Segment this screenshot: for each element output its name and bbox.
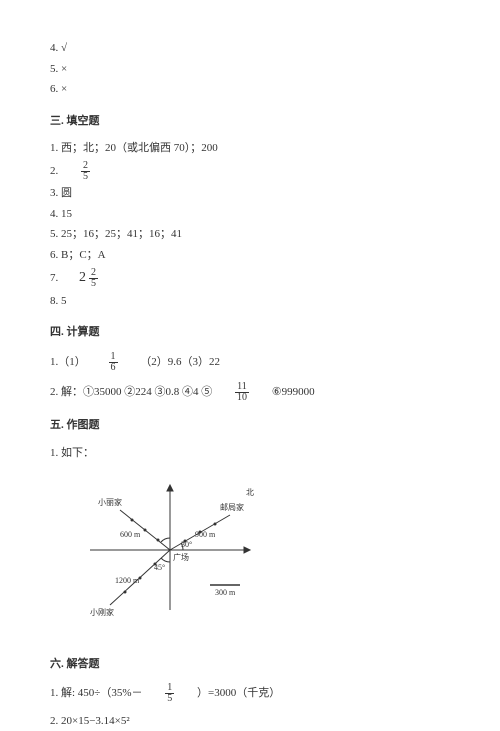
- diagram-label-topright: 邮局家: [220, 502, 244, 512]
- s6-q2: 2. 20×15−3.14×5²: [50, 713, 450, 731]
- s4-q1-fraction: 1 6: [109, 352, 118, 373]
- s5-q1: 1. 如下：: [50, 445, 450, 463]
- diagram-dist-600: 600 m: [120, 530, 141, 539]
- diagram-dist-1200: 1200 m: [115, 576, 140, 585]
- s3-q1: 1. 西；北；20（或北偏西 70）；200: [50, 140, 450, 158]
- s3-q2-prefix: 2.: [50, 165, 58, 177]
- answer-5: 5. ×: [50, 61, 450, 79]
- fraction-denominator: 5: [81, 172, 90, 182]
- direction-diagram: 小丽家 邮局家 小刚家 广场 600 m 900 m 1200 m 300 m …: [70, 475, 270, 625]
- diagram-angle-45: 45°: [154, 563, 165, 572]
- s4-q1-mid: （2）9.6（3）22: [140, 356, 220, 368]
- answer-4: 4. √: [50, 40, 450, 58]
- s3-q7-mixed-number: 2 2 5: [79, 267, 100, 289]
- answer-6: 6. ×: [50, 81, 450, 99]
- diagram-scale: 300 m: [215, 588, 236, 597]
- diagram-angle-30: 30°: [181, 540, 192, 549]
- section-5-title: 五. 作图题: [50, 417, 450, 435]
- mixed-whole: 2: [79, 267, 86, 289]
- s3-q2: 2. 2 5: [50, 161, 450, 182]
- section-6-title: 六. 解答题: [50, 656, 450, 674]
- fraction-denominator: 5: [89, 279, 98, 289]
- s4-q1-prefix: 1.（1）: [50, 356, 86, 368]
- s4-q2-fraction: 11 10: [235, 382, 249, 403]
- s3-q2-fraction: 2 5: [81, 161, 90, 182]
- s6-q1-fraction: 1 5: [165, 683, 174, 704]
- s3-q8: 8. 5: [50, 293, 450, 311]
- s4-q2-suffix: ⑥999000: [272, 386, 315, 398]
- section-4-title: 四. 计算题: [50, 324, 450, 342]
- diagram-dist-900: 900 m: [195, 530, 216, 539]
- fraction-denominator: 5: [165, 694, 174, 704]
- s6-q1-prefix: 1. 解: 450÷（35%－: [50, 687, 143, 699]
- diagram-label-topleft: 小丽家: [98, 497, 122, 507]
- s3-q3: 3. 圆: [50, 185, 450, 203]
- s4-q2-prefix: 2. 解：①35000 ②224 ③0.8 ④4 ⑤: [50, 386, 212, 398]
- mixed-fraction: 2 5: [89, 268, 98, 289]
- s4-q1: 1.（1） 1 6 （2）9.6（3）22: [50, 352, 450, 373]
- fraction-denominator: 10: [235, 393, 249, 403]
- diagram-label-bottomleft: 小刚家: [90, 607, 114, 617]
- s6-q1-suffix: ）=3000（千克）: [197, 687, 280, 699]
- s3-q7-prefix: 7.: [50, 272, 58, 284]
- diagram-label-center: 广场: [173, 552, 189, 562]
- s3-q7: 7. 2 2 5: [50, 267, 450, 289]
- s6-q1: 1. 解: 450÷（35%－ 1 5 ）=3000（千克）: [50, 683, 450, 704]
- fraction-denominator: 6: [109, 363, 118, 373]
- s3-q6: 6. B；C；A: [50, 247, 450, 265]
- s3-q5: 5. 25；16；25；41；16；41: [50, 226, 450, 244]
- section-3-title: 三. 填空题: [50, 113, 450, 131]
- diagram-north: 北: [246, 488, 254, 497]
- s3-q4: 4. 15: [50, 206, 450, 224]
- s4-q2: 2. 解：①35000 ②224 ③0.8 ④4 ⑤ 11 10 ⑥999000: [50, 382, 450, 403]
